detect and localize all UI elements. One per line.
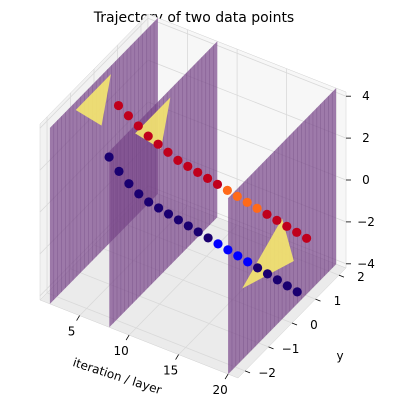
y-tick-label: 0 bbox=[310, 318, 318, 332]
x-tick-mark bbox=[224, 373, 229, 380]
trajectory-point bbox=[301, 233, 312, 243]
y-tick-label: 2 bbox=[357, 270, 365, 284]
y-tick-mark bbox=[291, 322, 298, 326]
trajectory-point bbox=[243, 257, 253, 267]
x-tick-label: 5 bbox=[68, 325, 76, 339]
trajectory-point bbox=[114, 166, 124, 176]
trajectory-point bbox=[173, 215, 184, 225]
x-tick-mark bbox=[125, 334, 130, 341]
trajectory-point bbox=[233, 251, 243, 261]
trajectory-points bbox=[104, 100, 312, 297]
trajectory-point bbox=[282, 281, 292, 291]
grid-line-y bbox=[46, 116, 246, 372]
y-tick-label: −2 bbox=[258, 366, 276, 380]
plane-highlight bbox=[75, 74, 111, 126]
trajectory-point bbox=[282, 221, 292, 231]
trajectory-point bbox=[154, 203, 164, 213]
trajectory-point bbox=[133, 121, 143, 131]
trajectory-point bbox=[143, 131, 153, 141]
trajectory-point bbox=[124, 179, 134, 189]
x-tick-label: 15 bbox=[163, 364, 178, 378]
trajectory-point bbox=[212, 179, 223, 189]
trajectory-point bbox=[183, 221, 193, 231]
trajectory-point bbox=[202, 173, 213, 183]
y-tick-mark bbox=[244, 370, 251, 374]
grid-line-z bbox=[39, 17, 347, 129]
x-axis-label: iteration / layer bbox=[71, 355, 163, 397]
y-axis-label: y bbox=[336, 349, 343, 363]
x-tick-label: 20 bbox=[212, 383, 227, 397]
trajectory-point bbox=[292, 227, 302, 237]
y-tick-label: −1 bbox=[282, 342, 300, 356]
z-tick-label: 4 bbox=[362, 89, 370, 103]
trajectory-point bbox=[262, 269, 273, 279]
trajectory-point bbox=[222, 185, 232, 195]
series-1 bbox=[113, 100, 312, 243]
trajectory-point bbox=[183, 161, 193, 171]
trajectory-point bbox=[213, 239, 223, 249]
trajectory-point bbox=[193, 167, 203, 177]
trajectory-point bbox=[153, 139, 163, 149]
trajectory-point bbox=[232, 191, 242, 201]
decision-planes bbox=[49, 17, 337, 375]
trajectory-point bbox=[262, 209, 272, 219]
trajectory-point bbox=[253, 263, 263, 273]
y-tick-mark bbox=[338, 274, 345, 278]
z-tick-label: −2 bbox=[357, 215, 375, 229]
trajectory-point bbox=[272, 215, 282, 225]
chart-title: Trajectory of two data points bbox=[93, 10, 294, 26]
trajectory-point bbox=[163, 147, 173, 157]
trajectory-point bbox=[113, 100, 124, 111]
plane-surface bbox=[49, 17, 158, 304]
y-tick-mark bbox=[268, 346, 274, 350]
x-tick-mark bbox=[175, 354, 179, 360]
series-2 bbox=[104, 152, 302, 297]
trajectory-point bbox=[134, 189, 144, 199]
trajectory-point bbox=[272, 275, 283, 285]
z-tick-label: 2 bbox=[362, 131, 370, 145]
x-tick-label: 10 bbox=[113, 344, 128, 358]
y-tick-label: 1 bbox=[334, 294, 342, 308]
trajectory-point bbox=[163, 209, 174, 219]
trajectory-point bbox=[252, 203, 262, 213]
trajectory-point bbox=[203, 233, 213, 243]
trajectory-point bbox=[144, 197, 154, 207]
trajectory-point bbox=[193, 227, 203, 237]
z-tick-label: 0 bbox=[362, 173, 370, 187]
trajectory-point bbox=[223, 245, 233, 255]
plane-surface bbox=[109, 41, 218, 328]
x-tick-mark bbox=[76, 315, 80, 321]
plane-2 bbox=[109, 41, 218, 328]
z-tick-label: −4 bbox=[357, 257, 375, 271]
y-tick-mark bbox=[315, 298, 321, 302]
trajectory-point bbox=[104, 152, 114, 162]
trajectory-point bbox=[292, 287, 302, 297]
trajectory-point bbox=[123, 111, 133, 121]
trajectory-point bbox=[173, 155, 183, 165]
trajectory-point bbox=[242, 197, 252, 207]
